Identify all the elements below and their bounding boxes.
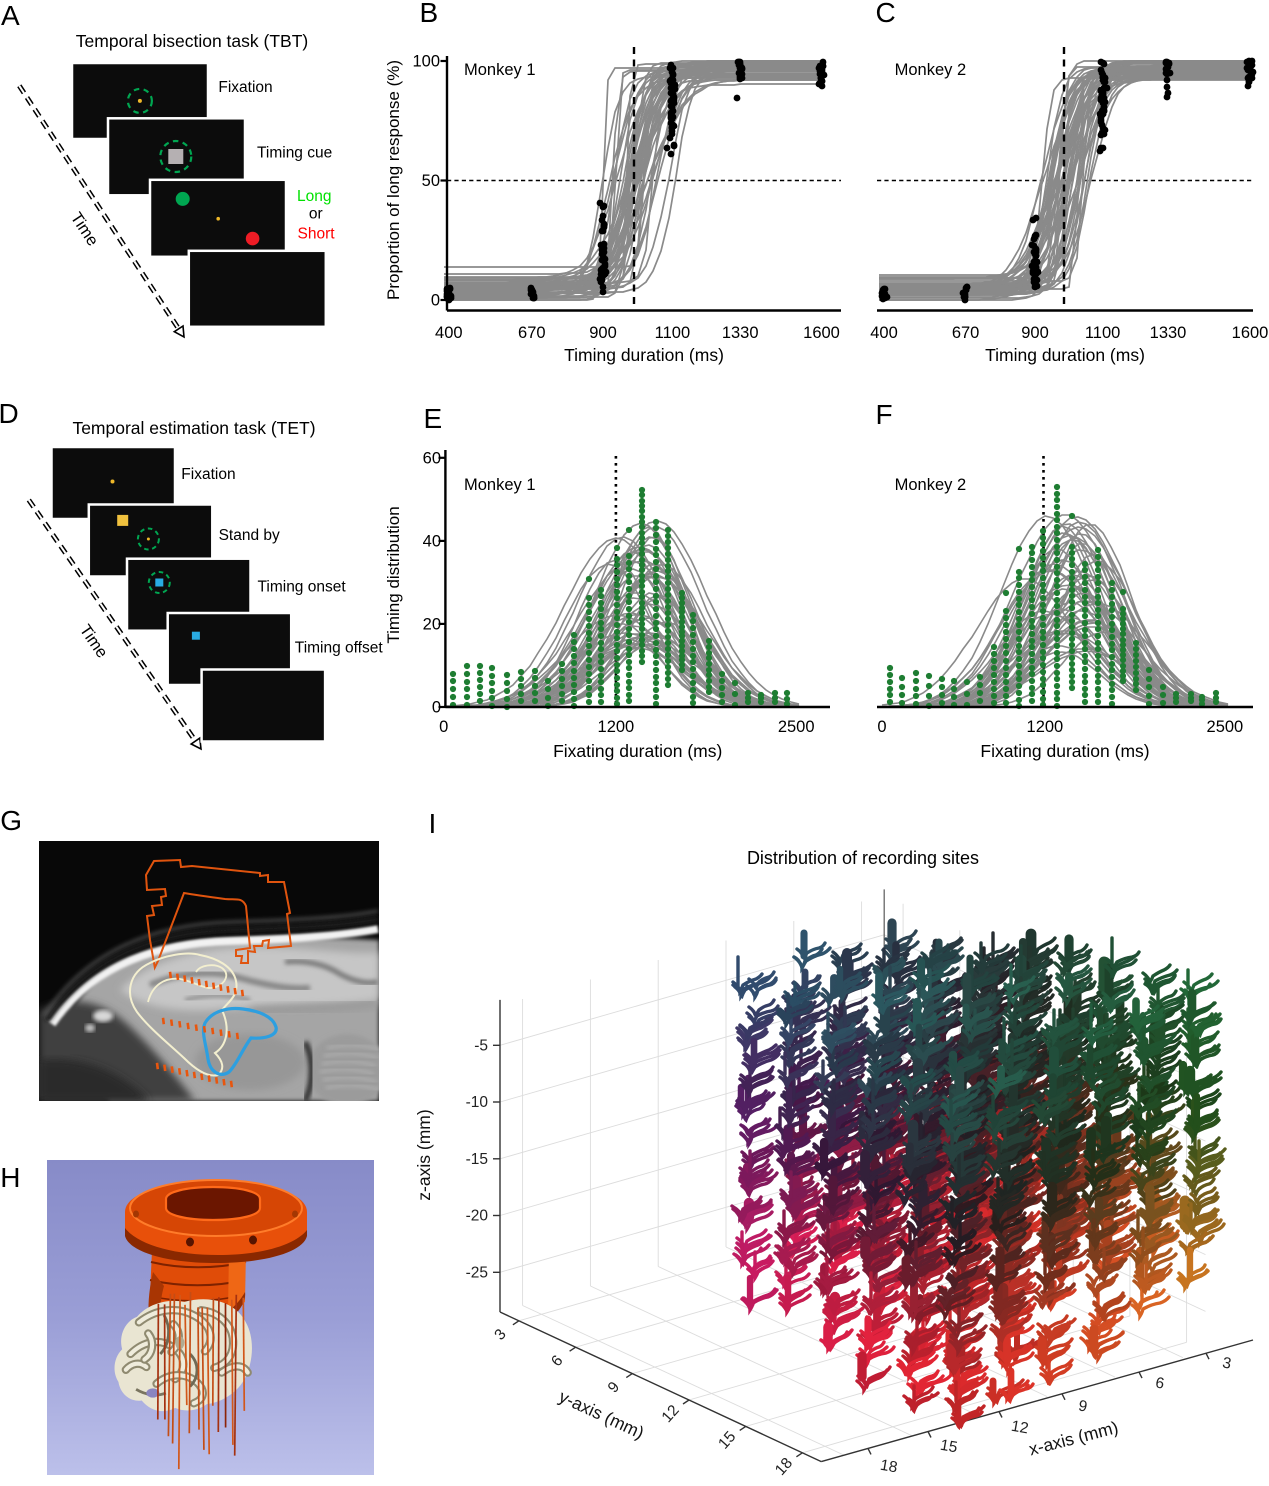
svg-text:Fixation: Fixation [181,466,235,483]
svg-text:Timing offset: Timing offset [295,640,384,657]
svg-text:Timing duration (ms): Timing duration (ms) [985,345,1145,365]
svg-text:2500: 2500 [778,718,815,736]
svg-text:Temporal estimation task (TET): Temporal estimation task (TET) [72,418,315,438]
svg-text:0: 0 [439,718,448,736]
svg-text:1600: 1600 [803,324,840,342]
svg-text:12: 12 [659,1402,683,1426]
svg-text:670: 670 [952,324,980,342]
svg-text:Proportion of long response (%: Proportion of long response (%) [384,60,403,300]
svg-text:0: 0 [432,699,441,717]
svg-text:2500: 2500 [1207,718,1244,736]
svg-text:900: 900 [589,324,617,342]
svg-text:Distribution of recording site: Distribution of recording sites [747,848,979,868]
svg-text:0: 0 [431,292,440,310]
svg-text:1330: 1330 [1150,324,1187,342]
svg-text:6: 6 [548,1352,566,1370]
svg-text:Fixating duration (ms): Fixating duration (ms) [980,741,1149,761]
svg-text:Timing duration (ms): Timing duration (ms) [564,345,724,365]
svg-text:3: 3 [1221,1354,1232,1372]
svg-text:Time: Time [76,621,111,661]
svg-text:Timing cue: Timing cue [257,145,332,162]
svg-text:400: 400 [870,324,898,342]
svg-text:-20: -20 [466,1208,489,1225]
svg-text:1330: 1330 [722,324,759,342]
svg-text:x-axis (mm): x-axis (mm) [1027,1417,1120,1459]
svg-text:Short: Short [298,226,336,243]
svg-text:6: 6 [1154,1374,1165,1392]
svg-text:60: 60 [423,449,441,467]
svg-text:Monkey 1: Monkey 1 [464,61,536,79]
svg-text:Fixation: Fixation [218,79,272,96]
svg-text:100: 100 [412,53,440,71]
svg-text:12: 12 [1010,1418,1030,1438]
svg-text:Temporal bisection task (TBT): Temporal bisection task (TBT) [76,31,308,51]
svg-text:400: 400 [435,324,463,342]
svg-text:40: 40 [423,532,441,550]
svg-text:1600: 1600 [1232,324,1269,342]
svg-text:-5: -5 [474,1037,488,1054]
svg-text:3: 3 [491,1326,509,1344]
svg-text:Stand by: Stand by [219,527,280,544]
svg-text:Long: Long [297,188,331,205]
svg-text:Monkey 2: Monkey 2 [895,61,967,79]
svg-text:0: 0 [877,718,886,736]
svg-text:18: 18 [879,1457,899,1477]
svg-text:Fixating duration (ms): Fixating duration (ms) [553,741,722,761]
svg-text:9: 9 [605,1379,623,1397]
svg-text:y-axis (mm): y-axis (mm) [556,1386,647,1443]
svg-text:z-axis (mm): z-axis (mm) [414,1109,434,1200]
svg-text:1200: 1200 [598,718,635,736]
svg-text:-10: -10 [466,1094,489,1111]
svg-text:15: 15 [939,1437,959,1457]
svg-text:9: 9 [1077,1397,1088,1415]
svg-text:Timing distribution: Timing distribution [384,506,403,643]
svg-text:18: 18 [772,1455,796,1479]
svg-text:Monkey 1: Monkey 1 [464,476,536,494]
svg-text:15: 15 [715,1428,739,1452]
svg-text:-15: -15 [466,1151,488,1168]
svg-text:1200: 1200 [1027,718,1064,736]
svg-text:or: or [309,206,323,223]
svg-text:Monkey 2: Monkey 2 [895,476,967,494]
svg-text:1100: 1100 [655,324,690,342]
svg-text:900: 900 [1021,324,1049,342]
svg-text:1100: 1100 [1085,324,1120,342]
svg-text:Timing onset: Timing onset [258,579,347,596]
svg-text:670: 670 [518,324,546,342]
svg-text:-25: -25 [466,1264,488,1281]
svg-text:50: 50 [422,172,440,190]
svg-text:Time: Time [67,209,102,249]
svg-text:20: 20 [423,615,441,633]
